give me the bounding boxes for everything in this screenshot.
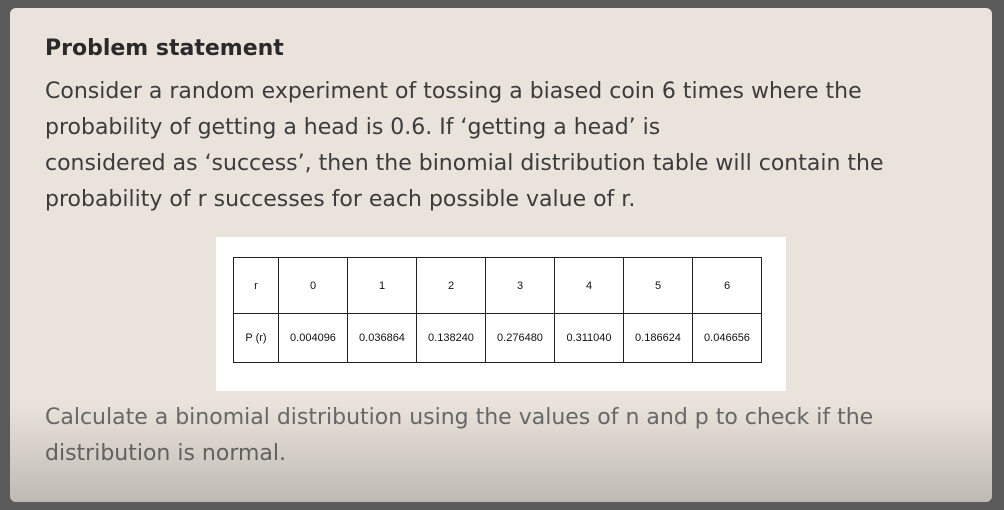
table-cell-p-value: 0.276480 (485, 313, 555, 363)
table-cell-r-value: 4 (554, 257, 624, 314)
problem-line: Consider a random experiment of tossing … (45, 79, 862, 104)
table-cell-r-value: 3 (485, 257, 555, 314)
problem-description: Consider a random experiment of tossing … (45, 74, 945, 218)
task-instruction: Calculate a binomial distribution using … (45, 400, 965, 472)
problem-line: considered as ‘success’, then the binomi… (45, 151, 884, 176)
table-row-probability: P (r) 0.004096 0.036864 0.138240 0.27648… (233, 313, 762, 363)
table-cell-p-value: 0.186624 (623, 313, 693, 363)
table-cell-r-value: 2 (416, 257, 486, 314)
table-cell-r-value: 5 (623, 257, 693, 314)
table-cell-r-label: r (233, 257, 279, 314)
distribution-table-panel: r 0 1 2 3 4 5 6 P (r) 0.004096 0.036864 … (216, 237, 786, 391)
table-cell-r-value: 1 (347, 257, 417, 314)
problem-line: probability of getting a head is 0.6. If… (45, 115, 661, 140)
task-line: Calculate a binomial distribution using … (45, 405, 874, 430)
table-cell-p-value: 0.036864 (347, 313, 417, 363)
table-cell-r-value: 6 (692, 257, 762, 314)
problem-title: Problem statement (45, 36, 284, 61)
table-cell-p-value: 0.311040 (554, 313, 624, 363)
table-row-r: r 0 1 2 3 4 5 6 (233, 257, 762, 314)
task-line: distribution is normal. (45, 441, 287, 466)
table-cell-p-label: P (r) (233, 313, 279, 363)
slide-card: Problem statement Consider a random expe… (10, 8, 992, 502)
binomial-distribution-table: r 0 1 2 3 4 5 6 P (r) 0.004096 0.036864 … (233, 257, 762, 363)
table-cell-r-value: 0 (278, 257, 348, 314)
table-cell-p-value: 0.046656 (692, 313, 762, 363)
table-cell-p-value: 0.138240 (416, 313, 486, 363)
problem-line: probability of r successes for each poss… (45, 187, 636, 212)
table-cell-p-value: 0.004096 (278, 313, 348, 363)
